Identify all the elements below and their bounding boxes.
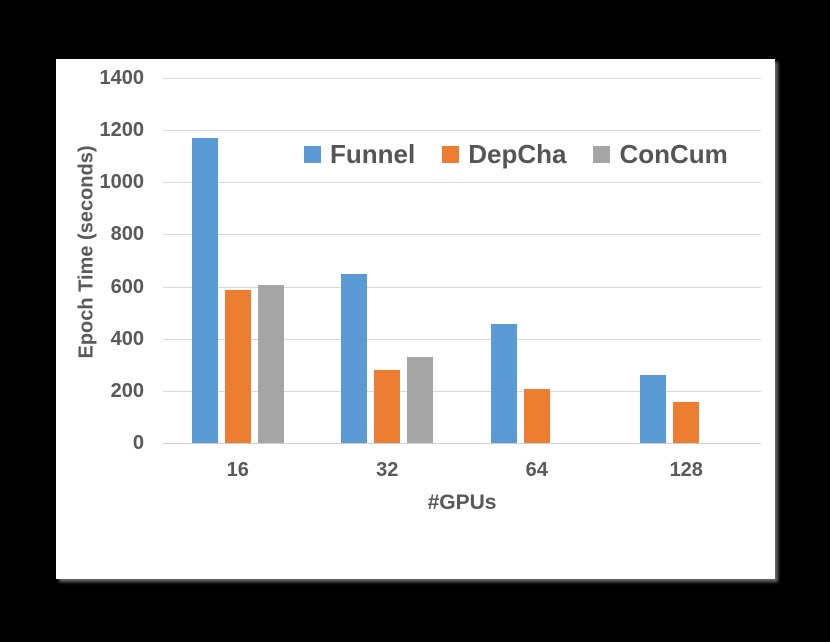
y-tick-label: 800 xyxy=(110,223,144,246)
chart-card: 0 200 400 600 800 1000 1200 1400 Epoch Time (se… xyxy=(56,59,775,579)
bar-funnel-16 xyxy=(191,137,218,443)
y-tick-label: 600 xyxy=(110,275,144,298)
legend-label: ConCum xyxy=(619,139,728,169)
gridline-y-600 xyxy=(163,286,761,288)
y-tick-label: 400 xyxy=(110,327,144,350)
gridline-y-0 xyxy=(163,443,761,444)
legend-item-depcha: DepCha xyxy=(442,141,566,167)
y-tick-label: 1000 xyxy=(99,171,145,194)
legend-swatch-icon xyxy=(442,145,460,163)
legend-item-concum: ConCum xyxy=(593,139,728,169)
bar-depcha-16 xyxy=(224,289,251,443)
legend-swatch-icon xyxy=(593,145,611,163)
x-axis-title: #GPUs xyxy=(427,491,497,514)
bar-funnel-32 xyxy=(341,274,368,443)
bar-depcha-32 xyxy=(374,370,401,443)
gridline-y-800 xyxy=(163,234,761,236)
gridline-y-1400 xyxy=(163,78,761,79)
y-axis-title: Epoch Time (seconds) xyxy=(75,145,98,359)
y-tick-label: 1200 xyxy=(99,119,145,142)
category-label-64: 64 xyxy=(525,459,548,481)
bar-funnel-128 xyxy=(640,374,667,443)
y-tick-label: 1400 xyxy=(99,67,145,89)
gridline-y-1200 xyxy=(163,130,761,132)
bar-funnel-64 xyxy=(490,324,517,443)
chart-legend: Funnel DepCha ConCum xyxy=(304,141,728,167)
legend-item-funnel: Funnel xyxy=(304,141,415,167)
category-label-128: 128 xyxy=(669,459,703,481)
bar-depcha-128 xyxy=(673,402,700,443)
bar-depcha-64 xyxy=(523,388,550,443)
category-label-32: 32 xyxy=(376,459,399,481)
bar-concum-32 xyxy=(407,356,434,443)
gridline-y-400 xyxy=(163,338,761,340)
legend-label: DepCha xyxy=(468,139,567,169)
legend-label: Funnel xyxy=(330,139,416,169)
y-tick-label: 200 xyxy=(110,379,144,402)
legend-swatch-icon xyxy=(304,145,321,163)
gridline-y-1000 xyxy=(163,182,761,184)
plot-area xyxy=(163,78,761,444)
gridline-y-200 xyxy=(163,390,761,392)
category-label-16: 16 xyxy=(226,459,249,481)
y-tick-label: 0 xyxy=(132,432,144,454)
bar-concum-16 xyxy=(257,285,284,443)
